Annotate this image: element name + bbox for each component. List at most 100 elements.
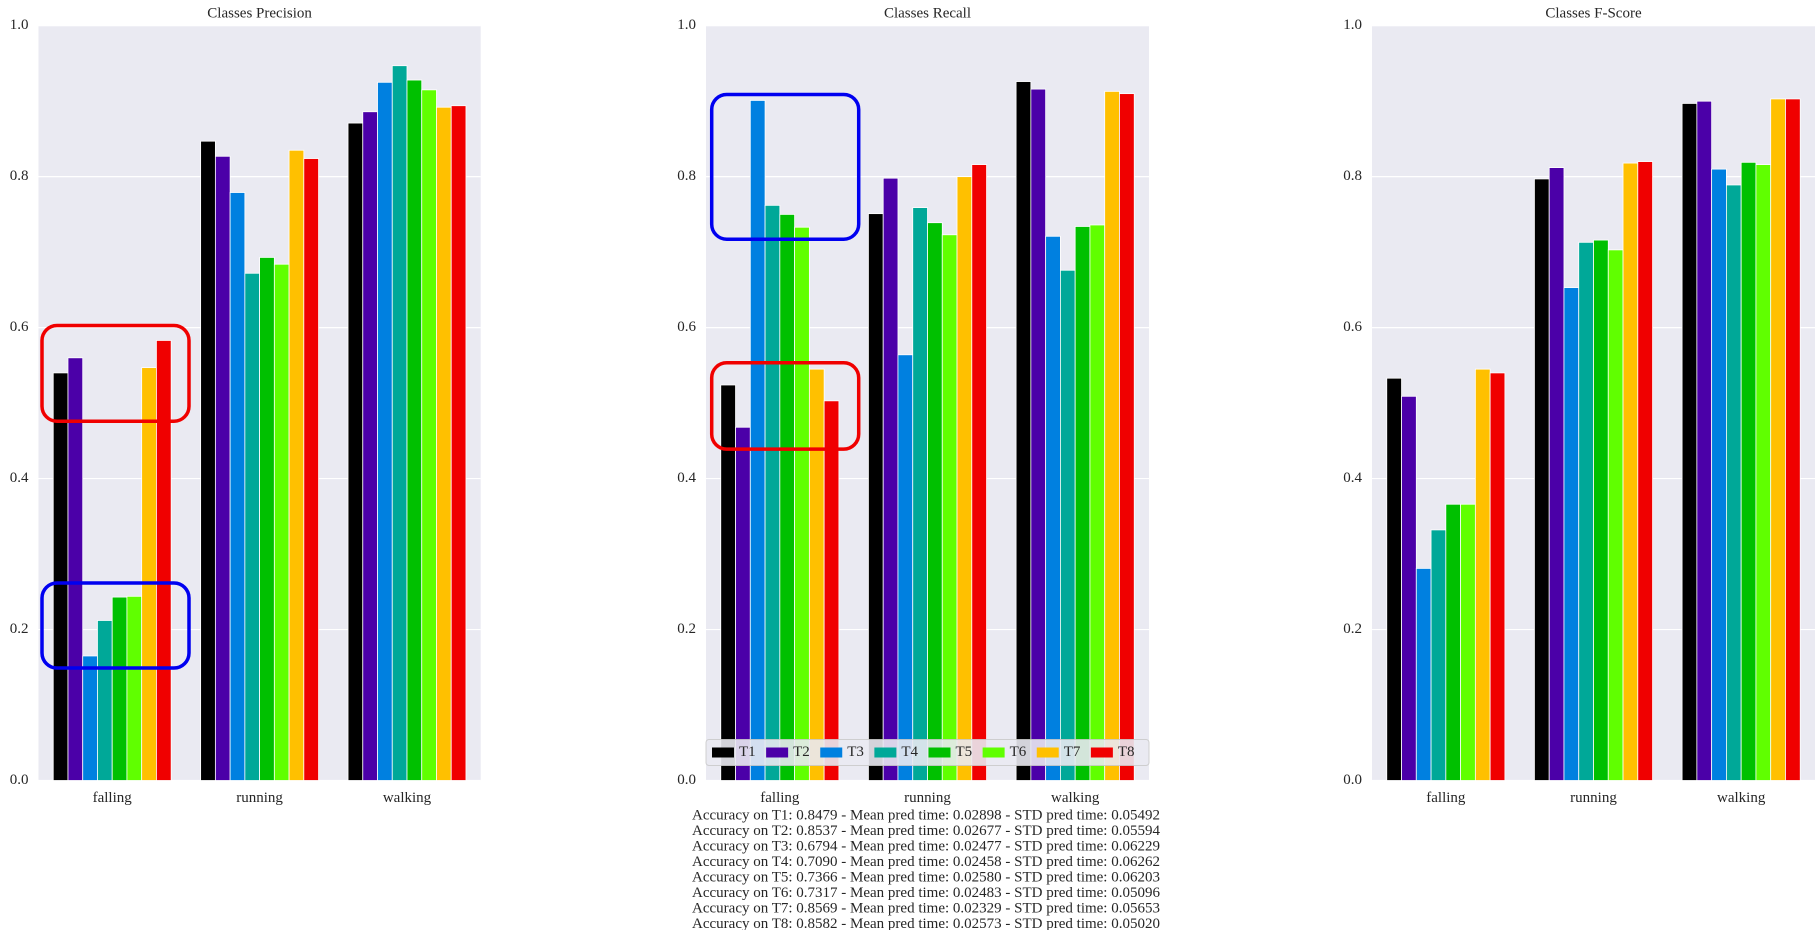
legend-swatch — [928, 747, 951, 758]
bar — [421, 89, 437, 781]
legend-swatch — [820, 747, 843, 758]
legend-box — [705, 739, 1150, 766]
legend-swatch — [874, 747, 897, 758]
y-tick-label: 0.2 — [1343, 621, 1362, 637]
bar — [377, 81, 393, 781]
bar — [1637, 161, 1653, 781]
bar — [735, 426, 751, 781]
bar — [141, 367, 157, 781]
bar — [749, 100, 766, 781]
legend-swatch — [1036, 747, 1059, 758]
bar — [391, 65, 408, 781]
bar — [111, 596, 128, 781]
y-tick-label: 0.4 — [677, 470, 696, 486]
accuracy-line: Accuracy on T4: 0.7090 - Mean pred time:… — [692, 854, 1160, 870]
y-tick-label: 0.0 — [10, 772, 29, 788]
legend-swatch — [712, 747, 734, 758]
bar — [1089, 224, 1106, 781]
bar — [971, 164, 987, 781]
bar — [214, 155, 231, 781]
bar — [406, 79, 423, 781]
y-tick-label: 0.8 — [10, 168, 29, 184]
bar — [912, 207, 928, 781]
highlight-box — [40, 323, 191, 423]
y-tick-label: 0.6 — [10, 319, 29, 335]
y-tick-label: 0.0 — [1343, 772, 1362, 788]
x-tick-label: walking — [383, 790, 432, 806]
bar — [1415, 568, 1432, 781]
y-tick-label: 0.6 — [677, 319, 696, 335]
accuracy-line: Accuracy on T7: 0.8569 - Mean pred time:… — [692, 900, 1160, 916]
bar — [1622, 162, 1639, 781]
bar — [823, 400, 840, 781]
y-tick-label: 0.6 — [1343, 319, 1362, 335]
bar — [303, 158, 319, 781]
bar — [1785, 98, 1801, 781]
highlight-box — [709, 92, 861, 241]
bar — [259, 257, 275, 781]
legend-label: T5 — [956, 744, 973, 760]
bar — [1534, 178, 1550, 781]
bar — [1593, 239, 1609, 781]
legend-swatch — [1090, 747, 1113, 758]
y-tick-label: 0.2 — [10, 621, 29, 637]
bar — [67, 357, 84, 781]
bar — [1119, 93, 1135, 781]
bar — [450, 105, 467, 781]
legend-label: T3 — [847, 744, 864, 760]
y-tick-label: 0.8 — [677, 168, 696, 184]
accuracy-line: Accuracy on T6: 0.7317 - Mean pred time:… — [692, 885, 1160, 901]
bar — [794, 226, 810, 781]
x-tick-label: falling — [760, 790, 800, 806]
bar — [1489, 372, 1506, 781]
chart-title: Classes F-Score — [1545, 5, 1642, 21]
bar — [1726, 184, 1742, 781]
bar — [1578, 241, 1594, 781]
bar — [126, 595, 143, 781]
bar — [229, 192, 246, 781]
bar — [1548, 167, 1565, 781]
bar — [779, 213, 795, 781]
bar — [897, 354, 914, 781]
bar — [200, 140, 216, 781]
bar — [941, 234, 958, 781]
x-tick-label: walking — [1717, 790, 1766, 806]
y-tick-label: 1.0 — [10, 17, 29, 33]
bar — [1104, 90, 1120, 781]
bar — [1563, 287, 1580, 781]
bar — [1696, 100, 1713, 781]
chart-title: Classes Recall — [884, 5, 971, 21]
legend-label: T1 — [739, 744, 756, 760]
bar — [1386, 377, 1402, 781]
x-tick-label: walking — [1051, 790, 1100, 806]
legend-swatch — [982, 747, 1005, 758]
bar — [1074, 226, 1091, 781]
bar — [288, 149, 305, 781]
bar — [764, 204, 781, 781]
y-tick-label: 1.0 — [677, 17, 696, 33]
bar — [82, 655, 98, 781]
y-tick-label: 0.8 — [1343, 168, 1362, 184]
bar — [97, 620, 113, 781]
bar — [956, 176, 973, 781]
bar — [347, 122, 364, 781]
bar — [1030, 88, 1047, 781]
bar — [1015, 81, 1032, 781]
bar — [436, 106, 452, 781]
bar — [1770, 98, 1786, 781]
y-tick-label: 1.0 — [1343, 17, 1362, 33]
bar — [808, 368, 825, 781]
x-tick-label: falling — [1426, 790, 1466, 806]
bar — [927, 222, 943, 781]
accuracy-line: Accuracy on T1: 0.8479 - Mean pred time:… — [692, 807, 1160, 823]
legend-label: T7 — [1064, 744, 1081, 760]
bar — [1681, 103, 1698, 781]
highlight-box — [40, 581, 191, 670]
bar — [1607, 249, 1624, 781]
bar — [1460, 503, 1476, 781]
legend-label: T8 — [1118, 744, 1135, 760]
bar — [1060, 269, 1076, 781]
bar — [1740, 161, 1757, 781]
